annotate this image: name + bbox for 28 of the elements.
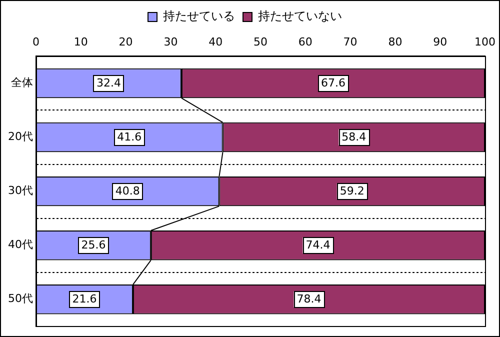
y-tick-label: 20代 [8, 130, 33, 144]
data-label: 58.4 [342, 130, 366, 144]
x-tick-label: 50 [254, 35, 268, 48]
data-label: 59.2 [340, 184, 364, 198]
x-tick-label: 60 [298, 35, 312, 48]
data-label: 78.4 [296, 292, 322, 306]
x-tick-label: 80 [388, 35, 402, 48]
x-tick-label: 70 [343, 35, 358, 48]
x-tick-label: 30 [164, 35, 178, 48]
data-label: 40.8 [115, 184, 140, 198]
y-tick-label: 全体 [10, 76, 33, 90]
y-tick-label: 50代 [8, 292, 33, 306]
x-tick-label: 40 [208, 35, 223, 48]
data-label: 25.6 [81, 238, 106, 252]
legend-label: 持たせている [163, 9, 235, 24]
data-label: 32.4 [96, 76, 121, 90]
x-tick-label: 0 [32, 35, 40, 48]
x-tick-label: 20 [118, 35, 133, 48]
y-tick-label: 40代 [8, 238, 33, 252]
data-label: 67.6 [320, 76, 346, 90]
legend-label: 持たせていない [258, 9, 342, 24]
data-label: 74.4 [306, 238, 330, 252]
data-label: 21.6 [72, 292, 97, 306]
y-tick-label: 30代 [8, 184, 33, 198]
x-tick-label: 90 [433, 35, 448, 48]
x-tick-label: 10 [74, 35, 88, 48]
x-tick-label: 100 [474, 35, 496, 48]
data-label: 41.6 [117, 130, 142, 144]
